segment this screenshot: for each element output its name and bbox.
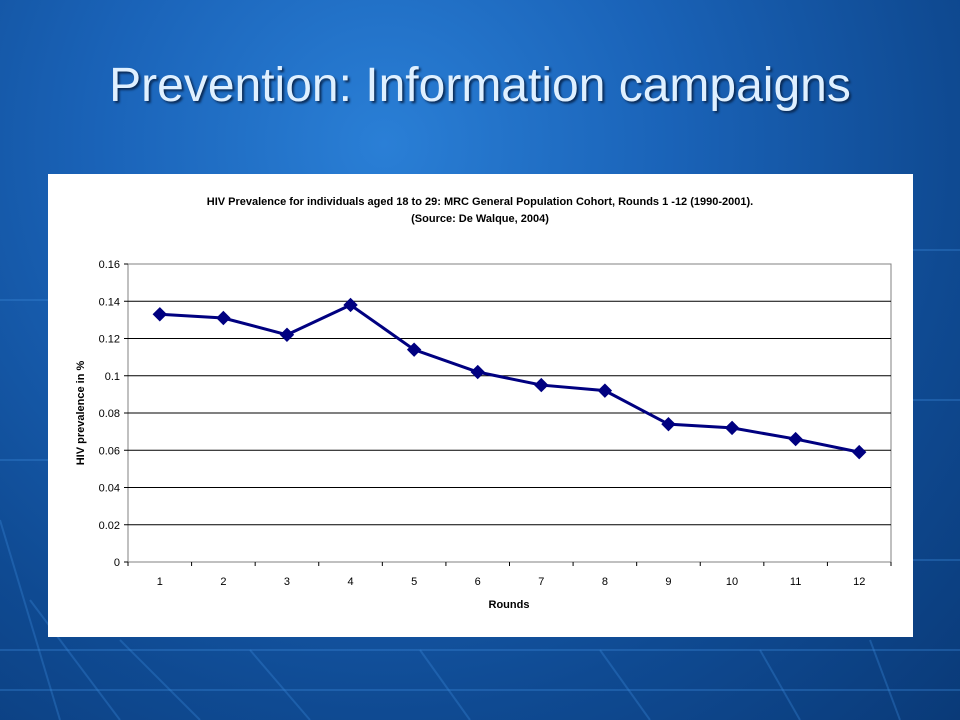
y-tick-label: 0.1 bbox=[105, 371, 120, 383]
data-point-marker bbox=[406, 342, 422, 357]
data-point-marker bbox=[852, 444, 867, 460]
y-tick-label: 0.16 bbox=[99, 259, 120, 271]
x-tick-label: 4 bbox=[347, 576, 353, 588]
x-tick-label: 2 bbox=[220, 576, 226, 588]
data-point-marker bbox=[597, 383, 613, 398]
data-point-marker bbox=[216, 310, 231, 326]
x-tick-label: 12 bbox=[853, 576, 865, 588]
data-point-marker bbox=[152, 307, 167, 322]
x-tick-label: 7 bbox=[538, 576, 544, 588]
data-point-marker bbox=[534, 377, 549, 393]
y-tick-label: 0.06 bbox=[99, 445, 120, 457]
y-tick-label: 0.12 bbox=[99, 334, 120, 346]
y-tick-label: 0.14 bbox=[99, 296, 120, 308]
y-tick-label: 0.08 bbox=[99, 408, 120, 420]
data-point-marker bbox=[788, 431, 803, 447]
x-tick-label: 10 bbox=[726, 576, 738, 588]
x-tick-label: 9 bbox=[665, 576, 671, 588]
chart-panel: HIV Prevalence for individuals aged 18 t… bbox=[48, 174, 913, 637]
data-point-marker bbox=[724, 420, 740, 436]
x-tick-label: 11 bbox=[790, 576, 801, 588]
slide-title: Prevention: Information campaigns bbox=[109, 59, 851, 112]
x-tick-label: 1 bbox=[157, 576, 163, 588]
y-tick-label: 0 bbox=[114, 557, 120, 569]
data-point-marker bbox=[470, 364, 485, 380]
series-line bbox=[159, 303, 860, 454]
y-axis-title: HIV prevalence in % bbox=[75, 361, 87, 466]
y-tick-label: 0.04 bbox=[99, 483, 120, 495]
x-tick-label: 3 bbox=[284, 576, 290, 588]
x-tick-label: 6 bbox=[475, 576, 481, 588]
chart-title-line1: HIV Prevalence for individuals aged 18 t… bbox=[207, 196, 753, 208]
data-point-marker bbox=[661, 416, 676, 432]
line-chart: HIV Prevalence for individuals aged 18 t… bbox=[75, 196, 892, 611]
x-tick-label: 5 bbox=[411, 576, 417, 588]
x-axis-title: Rounds bbox=[489, 599, 530, 611]
x-tick-label: 8 bbox=[602, 576, 608, 588]
y-tick-label: 0.02 bbox=[99, 520, 120, 532]
data-point-marker bbox=[279, 327, 295, 342]
chart-title-line2: (Source: De Walque, 2004) bbox=[411, 213, 549, 225]
data-point-marker bbox=[343, 297, 358, 313]
